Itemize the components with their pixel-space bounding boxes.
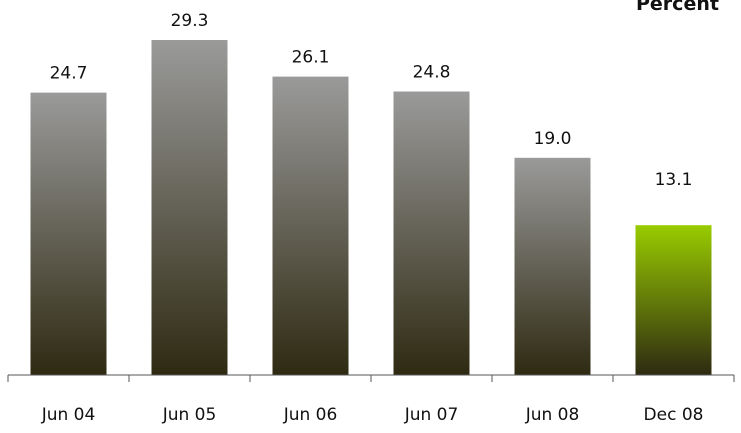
bar-jun-08 <box>514 157 591 375</box>
value-label: 29.3 <box>171 11 209 31</box>
bar-jun-05 <box>151 40 228 375</box>
x-tick-label: Jun 08 <box>525 405 580 425</box>
bars-group <box>30 40 712 375</box>
x-ticks-group <box>7 375 735 382</box>
value-label: 13.1 <box>655 170 693 190</box>
bar-jun-07 <box>393 91 470 375</box>
x-tick-label: Dec 08 <box>644 405 704 425</box>
bar-jun-04 <box>30 92 107 375</box>
value-label: 19.0 <box>534 129 572 149</box>
bar-jun-06 <box>272 76 349 375</box>
x-tick-label: Jun 05 <box>162 405 217 425</box>
chart-title: Percent <box>636 0 719 15</box>
value-labels-group: 24.7 29.3 26.1 24.8 19.0 13.1 <box>50 11 693 190</box>
x-tick-label: Jun 04 <box>41 405 96 425</box>
x-tick-label: Jun 07 <box>404 405 459 425</box>
x-tick-labels-group: Jun 04 Jun 05 Jun 06 Jun 07 Jun 08 Dec 08 <box>41 405 704 425</box>
value-label: 24.7 <box>50 64 88 84</box>
bar-dec-08 <box>635 225 712 375</box>
x-tick-label: Jun 06 <box>283 405 338 425</box>
value-label: 24.8 <box>413 63 451 83</box>
value-label: 26.1 <box>292 48 330 68</box>
